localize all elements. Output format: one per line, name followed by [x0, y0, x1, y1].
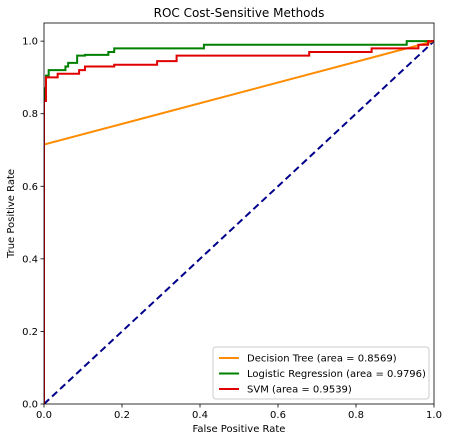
y-tick-label: 0.4 [22, 254, 38, 265]
plot-area [43, 22, 435, 405]
x-tick-label: 1.0 [426, 410, 442, 421]
y-tick-label: 0.8 [22, 109, 38, 120]
legend-entry: Decision Tree (area = 0.8569) [247, 354, 397, 365]
legend-box [212, 346, 430, 400]
legend-entry: Logistic Regression (area = 0.9796) [247, 369, 426, 380]
y-tick-label: 0.0 [22, 400, 38, 411]
y-tick-label: 0.6 [22, 182, 38, 193]
x-tick-label: 0.0 [36, 410, 52, 421]
chart-title: ROC Cost-Sensitive Methods [154, 6, 325, 20]
x-axis: 0.0 0.2 0.4 0.6 0.8 1.0 [36, 404, 442, 421]
y-axis: 0.0 0.2 0.4 0.6 0.8 1.0 [22, 37, 44, 411]
x-tick-label: 0.8 [348, 410, 364, 421]
series-layer [44, 40, 434, 404]
y-tick-label: 0.2 [22, 327, 38, 338]
x-tick-label: 0.2 [114, 410, 130, 421]
x-axis-label: False Positive Rate [193, 424, 286, 435]
y-tick-label: 1.0 [22, 37, 38, 48]
x-tick-label: 0.4 [192, 410, 208, 421]
series-line-2 [44, 40, 434, 404]
series-line-1 [44, 40, 434, 404]
legend-entry: SVM (area = 0.9539) [247, 385, 352, 396]
chance-line [44, 40, 434, 404]
plot-frame [43, 22, 435, 405]
x-tick-label: 0.6 [270, 410, 286, 421]
y-axis-label: True Positive Rate [6, 169, 17, 259]
series-line-0 [44, 40, 434, 404]
legend: Decision Tree (area = 0.8569) Logistic Re… [212, 346, 430, 400]
